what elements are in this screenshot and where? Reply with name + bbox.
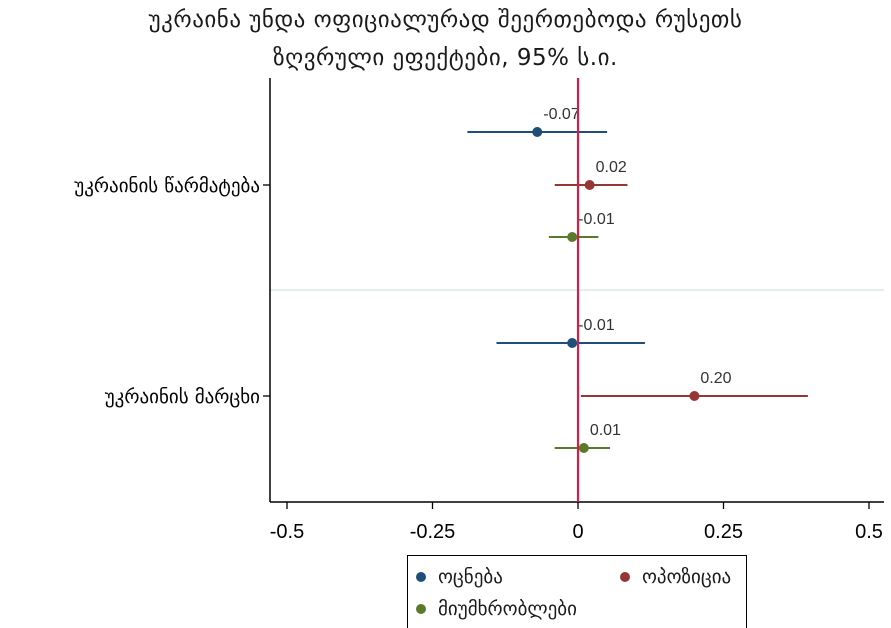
- x-tick-label-4: 0.5: [855, 521, 883, 543]
- legend: ოცნება ოპოზიცია მიუმხრობლები: [407, 555, 747, 628]
- point-s2-c1: [584, 180, 595, 190]
- legend-item-series-1: ოცნება: [416, 566, 503, 588]
- legend-marker-series-1: [416, 572, 426, 582]
- legend-label-series-2: ოპოზიცია: [642, 566, 732, 588]
- legend-item-series-2: ოპოზიცია: [620, 566, 731, 588]
- point-s3-c1: [567, 232, 578, 242]
- data-label-s3-c2: 0.01: [590, 422, 621, 439]
- legend-label-series-3: მიუმხრობლები: [438, 598, 577, 620]
- data-label-s3-c1: -0.01: [578, 211, 615, 228]
- legend-label-series-1: ოცნება: [438, 566, 503, 588]
- point-s1-c2: [567, 338, 578, 348]
- y-category-label-1: უკრაინის მარცხი: [105, 386, 260, 408]
- x-tick-label-0: -0.5: [270, 521, 304, 543]
- coefficient-plot: -0.5 -0.25 0 0.25 0.5 უკრაინის წარმატება უკრაი…: [74, 78, 884, 543]
- legend-marker-series-2: [620, 572, 630, 582]
- point-s2-c2: [689, 391, 700, 401]
- data-label-s2-c2: 0.20: [700, 370, 731, 387]
- data-label-s1-c1: -0.07: [543, 106, 580, 123]
- x-tick-label-2: 0: [572, 521, 583, 543]
- chart-title: უკრაინა უნდა ოფიციალურად შეერთებოდა რუსე…: [148, 7, 743, 33]
- x-tick-label-3: 0.25: [704, 521, 743, 543]
- data-label-s2-c1: 0.02: [596, 159, 627, 176]
- point-s3-c2: [578, 443, 589, 453]
- data-label-s1-c2: -0.01: [578, 317, 615, 334]
- x-tick-label-1: -0.25: [410, 521, 456, 543]
- point-s1-c1: [532, 127, 543, 137]
- legend-marker-series-3: [416, 604, 426, 614]
- y-category-label-0: უკრაინის წარმატება: [74, 175, 260, 197]
- legend-item-series-3: მიუმხრობლები: [416, 598, 577, 620]
- chart-subtitle: ზღვრული ეფექტები, 95% ს.ი.: [273, 45, 618, 71]
